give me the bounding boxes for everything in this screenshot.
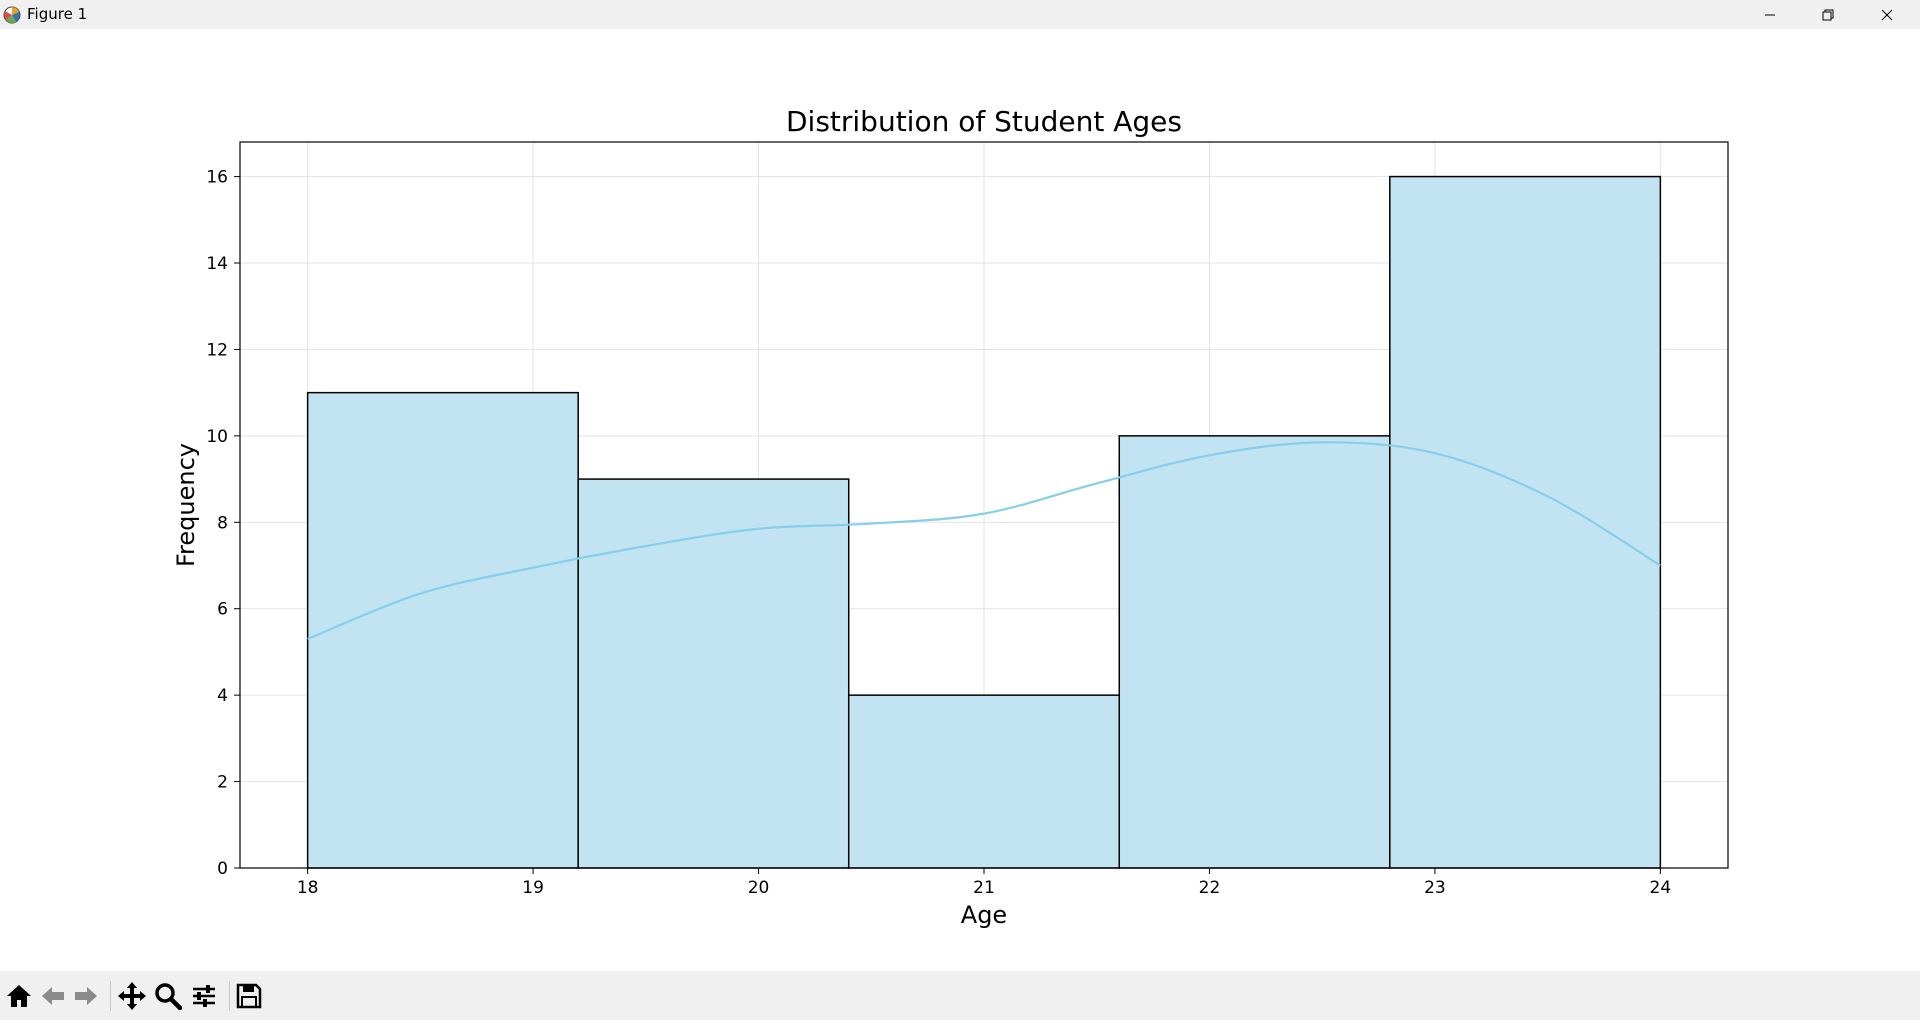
y-tick-label: 2 [217,773,228,793]
x-tick-label: 24 [1650,878,1672,898]
y-tick-label: 4 [217,686,228,706]
toolbar-separator [229,981,230,1011]
pan-button[interactable] [115,979,149,1013]
y-tick-label: 10 [206,427,228,447]
y-tick-label: 16 [206,168,228,188]
save-button[interactable] [232,979,266,1013]
zoom-button[interactable] [151,979,185,1013]
x-tick-label: 19 [522,878,544,898]
window-title: Figure 1 [27,5,88,23]
kde-curve [307,441,1661,640]
y-tick-label: 8 [217,513,228,533]
x-tick-label: 23 [1424,878,1446,898]
close-button[interactable] [1858,0,1916,29]
configure-subplots-icon [193,985,215,1007]
y-tick-label: 12 [206,340,228,360]
histogram-bars [306,175,1662,869]
x-tick-label: 22 [1199,878,1221,898]
x-tick-label: 20 [748,878,770,898]
y-tick-label: 14 [206,254,228,274]
home-button[interactable] [2,979,36,1013]
figure-canvas[interactable]: 18 19 20 21 22 23 24 0 2 4 6 8 10 12 14 16 Distribution… [0,29,1920,971]
forward-button[interactable] [69,979,103,1013]
minimize-icon [1765,14,1775,15]
x-tick-label: 18 [297,878,319,898]
back-button[interactable] [36,979,70,1013]
navigation-toolbar [0,971,1920,1020]
configure-subplots-button[interactable] [187,979,221,1013]
histogram-bar [1389,175,1662,869]
restore-button[interactable] [1799,0,1857,29]
y-axis-label: Frequency [172,443,200,567]
histogram-bar [1118,435,1391,869]
y-tick-label: 0 [217,859,228,879]
restore-icon [1822,9,1834,20]
histogram-bar [847,694,1121,869]
forward-arrow-icon [75,987,97,1005]
back-arrow-icon [42,987,64,1005]
toolbar-separator [110,981,111,1011]
matplotlib-app-icon [3,6,21,24]
close-icon [1881,9,1893,20]
home-icon [7,985,31,1007]
histogram-bar [577,478,850,869]
histogram-bar [306,391,579,869]
kde-curve-group [307,441,1661,640]
x-tick-label: 21 [973,878,995,898]
save-icon [236,983,262,1009]
minimize-button[interactable] [1741,0,1799,29]
window-titlebar: Figure 1 [0,0,1920,29]
x-axis-label: Age [961,901,1007,929]
chart-title: Distribution of Student Ages [786,105,1182,138]
pan-icon [118,982,146,1010]
zoom-icon [155,983,182,1010]
y-tick-label: 6 [217,600,228,620]
